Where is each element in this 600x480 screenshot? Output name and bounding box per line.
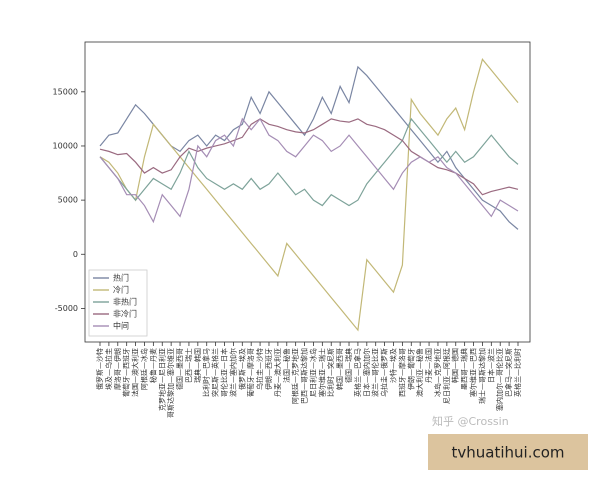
x-tick-label: 巴西—哥斯达黎加 [300,348,309,404]
x-tick-label: 丹麦—法国 [424,348,433,383]
x-tick-label: 日本—塞内加尔 [362,348,371,397]
x-tick-label: 德国—瑞典 [344,348,353,383]
x-tick-label: 波兰—哥伦比亚 [371,348,380,397]
x-tick-label: 突尼斯—英格兰 [211,348,220,397]
legend-label: 非热门 [113,297,137,307]
y-tick-label: 10000 [53,141,78,150]
x-tick-label: 韩国—德国 [451,348,460,383]
series-line [99,117,519,207]
y-tick-label: 15000 [53,87,78,96]
x-tick-label: 法国—澳大利亚 [131,348,140,397]
x-tick-label: 日本—波兰 [486,348,495,383]
badge-text: tvhuatihui.com [452,444,565,462]
legend-box [88,269,148,337]
legend-label: 非冷门 [113,309,137,319]
x-tick-label: 德国—墨西哥 [175,348,184,390]
x-tick-label: 墨西哥—瑞典 [460,348,469,390]
x-tick-label: 比利时—突尼斯 [326,348,335,397]
x-tick-label: 伊朗—葡萄牙 [406,348,415,390]
x-tick-label: 英格兰—比利时 [513,348,522,397]
x-tick-label: 阿根廷—冰岛 [139,348,148,390]
x-tick-label: 巴拿马—突尼斯 [504,348,513,397]
y-tick-label: -5000 [55,304,78,313]
x-tick-label: 波兰—塞内加尔 [228,348,237,397]
x-tick-label: 巴西—瑞士 [184,348,193,383]
legend-label: 冷门 [113,285,129,295]
x-tick-label: 俄罗斯—沙特 [95,348,104,390]
legend-label: 热门 [113,273,129,283]
x-tick-label: 哥斯达黎加—塞尔维亚 [166,348,175,418]
x-tick-label: 尼日利亚—冰岛 [308,348,317,397]
x-tick-label: 沙特—埃及 [388,348,397,383]
x-tick-label: 法国—秘鲁 [282,348,291,383]
x-tick-label: 韩国—墨西哥 [335,348,344,390]
x-tick-label: 乌拉圭—俄罗斯 [380,348,389,397]
x-tick-label: 葡萄牙—西班牙 [122,348,131,397]
badge-box [428,434,588,470]
plot-area [81,58,519,346]
x-tick-label: 塞尔维亚—巴西 [469,348,478,397]
x-tick-label: 塞尔维亚—瑞士 [317,348,326,397]
series-line [99,118,519,196]
x-tick-label: 西班牙—摩洛哥 [397,348,406,397]
x-tick-label: 塞内加尔—哥伦比亚 [495,348,504,411]
x-tick-label: 瑞典—韩国 [193,348,202,383]
x-tick-label: 哥伦比亚—日本 [220,348,229,397]
x-tick-label: 乌拉圭—沙特 [255,348,264,390]
x-tick-label: 尼日利亚—阿根廷 [442,348,451,404]
y-tick-label: 5000 [58,196,78,205]
x-tick-label: 秘鲁—丹麦 [148,348,157,383]
axes-frame [84,41,531,343]
x-tick-label: 克罗地亚—尼日利亚 [157,348,166,411]
x-tick-label: 丹麦—澳大利亚 [273,348,282,397]
x-tick-label: 俄罗斯—埃及 [237,348,246,390]
legend-label: 中间 [113,321,129,331]
x-tick-label: 比利时—巴拿马 [202,348,211,397]
series-line [99,117,519,224]
x-tick-label: 伊朗—西班牙 [264,348,273,390]
y-tick-label: 0 [73,250,78,259]
series-line [99,58,519,332]
x-tick-label: 阿根廷—克罗地亚 [291,348,300,404]
x-tick-label: 瑞士—哥斯达黎加 [477,348,486,404]
x-tick-label: 摩洛哥—伊朗 [113,348,122,390]
x-tick-label: 澳大利亚—秘鲁 [415,348,424,397]
x-tick-label: 英格兰—巴拿马 [353,348,362,397]
x-tick-label: 冰岛—克罗地亚 [433,348,442,397]
watermark: 知乎 @Crossin [432,414,509,428]
x-tick-label: 葡萄牙—摩洛哥 [246,348,255,397]
x-tick-label: 埃及—乌拉圭 [104,348,113,390]
